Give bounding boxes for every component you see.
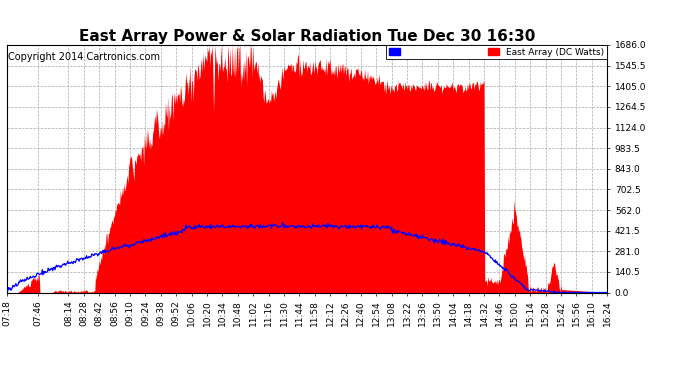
Legend: Radiation (w/m2), East Array (DC Watts): Radiation (w/m2), East Array (DC Watts) (386, 45, 607, 59)
Title: East Array Power & Solar Radiation Tue Dec 30 16:30: East Array Power & Solar Radiation Tue D… (79, 29, 535, 44)
Text: Copyright 2014 Cartronics.com: Copyright 2014 Cartronics.com (8, 53, 160, 62)
